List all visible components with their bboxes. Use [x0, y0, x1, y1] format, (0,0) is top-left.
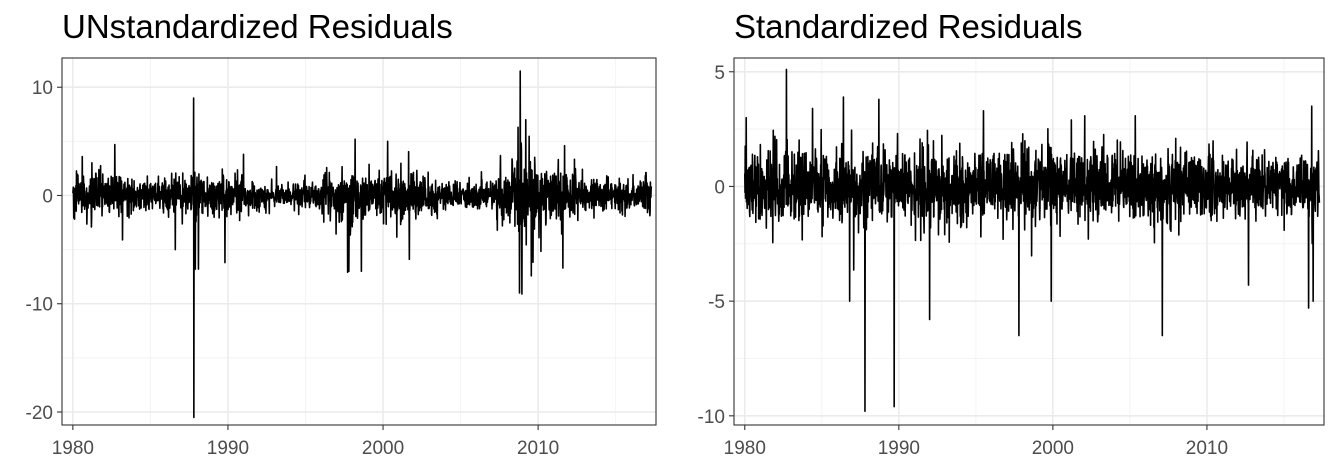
- x-tick-label: 1990: [878, 438, 920, 459]
- y-tick-label: 5: [714, 63, 725, 84]
- residual-series-line: [743, 68, 1321, 413]
- y-tick-label: -10: [698, 407, 725, 428]
- gridlines: [62, 58, 656, 425]
- x-tick-label: 1980: [52, 438, 94, 459]
- y-tick-label: 0: [42, 186, 53, 207]
- gridlines: [734, 58, 1324, 425]
- y-tick-label: -10: [26, 295, 53, 316]
- x-tick-label: 2000: [1032, 438, 1074, 459]
- y-tick-label: -5: [708, 292, 725, 313]
- x-tick-label: 2000: [362, 438, 404, 459]
- y-tick-label: -20: [26, 403, 53, 424]
- x-tick-label: 1980: [724, 438, 766, 459]
- y-tick-label: 10: [32, 78, 53, 99]
- x-tick-label: 2010: [1186, 438, 1228, 459]
- y-tick-label: 0: [714, 177, 725, 198]
- panel-border: [733, 57, 1325, 426]
- panel-border: [61, 57, 657, 426]
- chart-title: UNstandardized Residuals: [62, 8, 453, 45]
- residual-series-line: [72, 70, 653, 419]
- standardized-residuals-panel: Standardized Residuals 5 0 -5 -10 1980 1990 20…: [698, 8, 1325, 459]
- chart-title: Standardized Residuals: [734, 8, 1083, 45]
- x-tick-label: 2010: [517, 438, 559, 459]
- x-tick-label: 1990: [207, 438, 249, 459]
- unstandardized-residuals-panel: UNstandardized Residuals 10 0 -10 -20 1980 19…: [26, 8, 657, 459]
